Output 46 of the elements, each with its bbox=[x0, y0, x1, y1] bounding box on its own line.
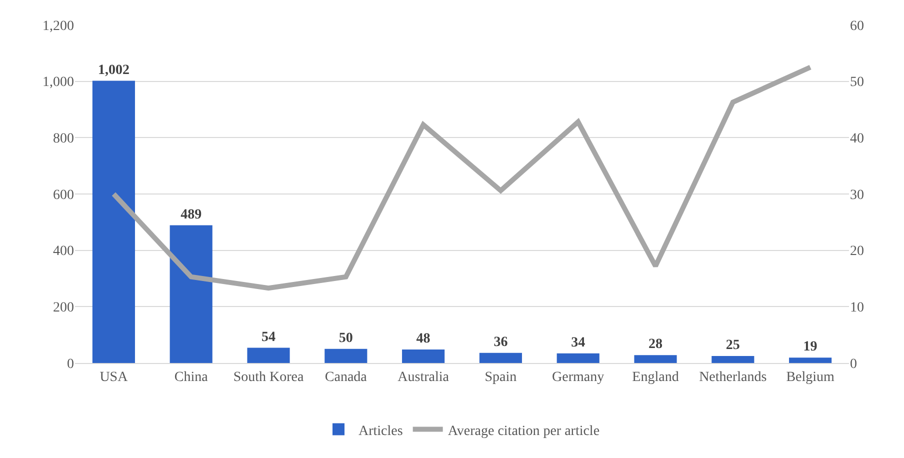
bar bbox=[402, 349, 445, 363]
x-tick-label: Germany bbox=[552, 370, 604, 385]
y2-tick-label: 30 bbox=[850, 188, 864, 203]
x-tick-label: Canada bbox=[324, 370, 368, 385]
bar bbox=[556, 353, 600, 363]
x-tick-label: South Korea bbox=[233, 370, 304, 385]
bar bbox=[170, 225, 212, 363]
x-tick-label: USA bbox=[100, 370, 129, 385]
bar bbox=[479, 352, 522, 363]
y2-tick-label: 10 bbox=[850, 300, 864, 316]
y-tick-label: 800 bbox=[53, 132, 74, 147]
y2-tick-label: 60 bbox=[850, 18, 864, 34]
bar bbox=[324, 348, 368, 363]
y-tick-label: 400 bbox=[53, 244, 74, 260]
data-label: 1,002 bbox=[98, 62, 130, 78]
data-label: 489 bbox=[180, 207, 202, 222]
x-tick-label: Belgium bbox=[786, 370, 835, 385]
y-tick-label: 200 bbox=[53, 300, 74, 316]
data-label: 34 bbox=[571, 335, 586, 350]
data-label: 54 bbox=[262, 330, 276, 345]
bar bbox=[247, 348, 290, 363]
y2-tick-label: 20 bbox=[850, 244, 864, 260]
x-tick-label: Netherlands bbox=[699, 370, 767, 385]
bar bbox=[92, 80, 135, 363]
x-tick-label: Spain bbox=[484, 370, 517, 385]
y-tick-label: 0 bbox=[67, 356, 74, 372]
bar bbox=[634, 355, 677, 363]
y-tick-label: 600 bbox=[53, 188, 74, 203]
data-label: 50 bbox=[338, 330, 353, 346]
data-label: 25 bbox=[726, 338, 740, 353]
y2-tick-label: 50 bbox=[850, 75, 864, 90]
data-label: 36 bbox=[494, 334, 508, 350]
bar bbox=[712, 356, 754, 363]
x-tick-label: Australia bbox=[398, 370, 450, 385]
data-label: 28 bbox=[648, 337, 663, 352]
legend-label: Articles bbox=[358, 424, 403, 439]
y2-tick-label: 40 bbox=[850, 132, 864, 147]
bar bbox=[789, 358, 832, 363]
x-tick-label: England bbox=[632, 370, 679, 385]
data-label: 48 bbox=[416, 331, 430, 346]
data-label: 19 bbox=[803, 340, 818, 355]
y2-tick-label: 0 bbox=[850, 356, 857, 372]
y-tick-label: 1,200 bbox=[42, 18, 74, 34]
y-tick-label: 1,000 bbox=[42, 75, 74, 90]
legend-label: Average citation per article bbox=[448, 424, 600, 439]
x-tick-label: China bbox=[174, 370, 209, 385]
